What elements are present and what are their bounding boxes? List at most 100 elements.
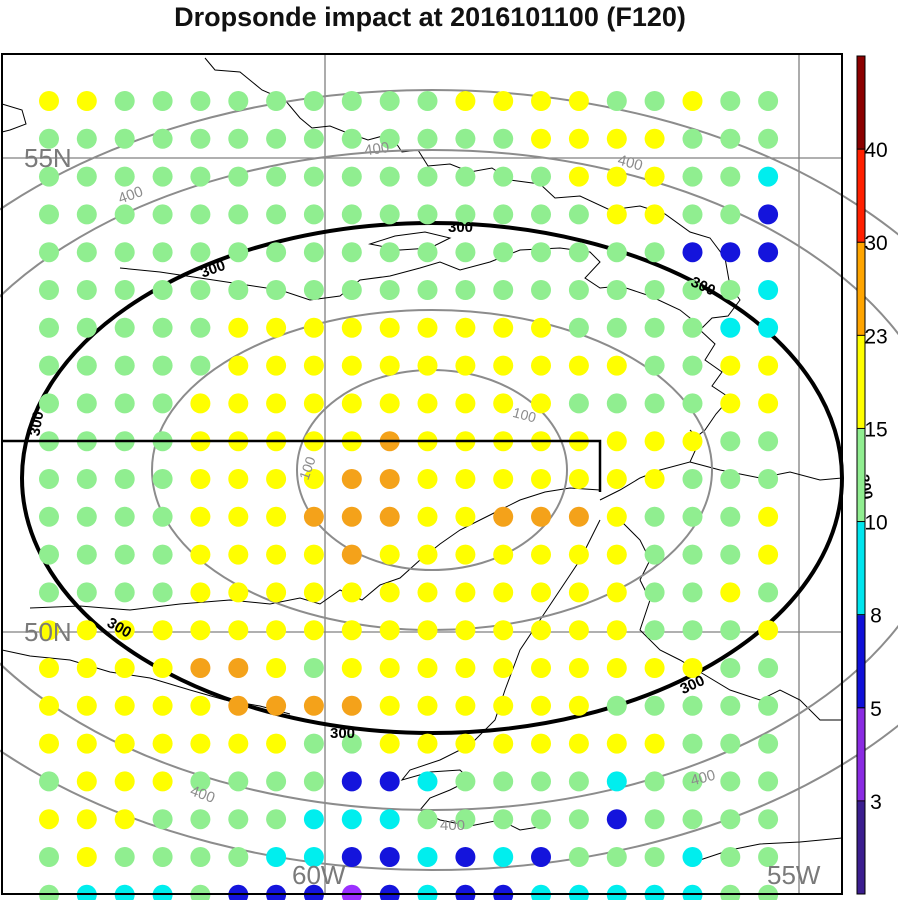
impact-dot [606, 355, 627, 376]
impact-dot [341, 658, 362, 678]
impact-dot [720, 431, 741, 452]
impact-dot [76, 771, 97, 792]
impact-dot [341, 847, 362, 867]
impact-dot [114, 582, 135, 603]
impact-dot [455, 317, 476, 338]
impact-dot [266, 582, 287, 603]
impact-dot [758, 544, 779, 565]
impact-dot [682, 695, 703, 716]
impact-dot [568, 242, 589, 263]
impact-dot [682, 469, 703, 489]
impact-dot [152, 355, 173, 376]
impact-dot [228, 355, 249, 376]
impact-dot [39, 620, 59, 641]
impact-dot [114, 733, 135, 754]
impact-dot [39, 91, 59, 111]
impact-dot [114, 469, 135, 489]
impact-dot [76, 166, 97, 187]
impact-dot [39, 317, 59, 338]
impact-dot [644, 658, 665, 678]
graticule-labels: 55N 50N 60W 55W [24, 143, 821, 890]
lat-label-55n: 55N [24, 143, 72, 173]
impact-dot [606, 506, 627, 527]
impact-dot [493, 847, 514, 867]
impact-dot [228, 393, 249, 414]
impact-dot [303, 242, 324, 263]
impact-dot [493, 658, 514, 678]
colorbar-tick-label: 3 [870, 791, 882, 814]
impact-dot [341, 695, 362, 716]
colorbar-segment [857, 707, 865, 802]
impact-dot [266, 884, 287, 900]
impact-dot [303, 91, 324, 111]
impact-dot [341, 317, 362, 338]
impact-dot [531, 582, 551, 603]
impact-dot [644, 695, 665, 716]
impact-dot [758, 658, 779, 678]
impact-dot [341, 582, 362, 603]
impact-dot [417, 695, 438, 716]
colorbar: 3 5 8 10 15 23 30 40 [856, 55, 888, 895]
impact-dot [152, 280, 173, 300]
impact-dot [114, 128, 135, 149]
impact-dot [76, 469, 97, 489]
impact-dot [682, 771, 703, 792]
colorbar-segment [857, 800, 865, 895]
impact-dot [379, 847, 400, 867]
lon-label-60w: 60W [292, 860, 346, 890]
impact-dot [39, 809, 59, 830]
impact-dot [644, 469, 665, 489]
impact-dot [568, 204, 589, 225]
impact-dot [568, 771, 589, 792]
impact-dot [568, 809, 589, 830]
impact-dot [303, 582, 324, 603]
impact-dot [341, 166, 362, 187]
impact-dot [493, 771, 514, 792]
impact-dot [76, 91, 97, 111]
impact-dot [341, 204, 362, 225]
impact-dot [758, 469, 779, 489]
impact-dot [682, 582, 703, 603]
impact-dot [758, 431, 779, 452]
impact-dot [758, 280, 779, 300]
impact-dot [720, 771, 741, 792]
impact-dot [379, 469, 400, 489]
map-plot-area: 300 300 300 300 300 300 300 300 100 100 … [0, 53, 898, 900]
impact-dot [644, 242, 665, 263]
impact-dot [190, 469, 211, 489]
impact-dot [266, 733, 287, 754]
impact-dot [190, 695, 211, 716]
impact-dot [303, 393, 324, 414]
impact-dot [76, 582, 97, 603]
impact-dot [720, 317, 741, 338]
impact-dot [341, 355, 362, 376]
impact-dot [266, 393, 287, 414]
impact-dot [568, 695, 589, 716]
contour-label-100-top: 100 [511, 404, 538, 426]
impact-dot [720, 393, 741, 414]
impact-dot [493, 204, 514, 225]
impact-dot [531, 242, 551, 263]
impact-dot [644, 544, 665, 565]
impact-dot [758, 166, 779, 187]
contour-label-300-w: 300 [26, 410, 47, 438]
impact-dot [341, 393, 362, 414]
impact-dot [493, 809, 514, 830]
impact-dot [39, 695, 59, 716]
impact-dot [152, 506, 173, 527]
impact-dot [303, 544, 324, 565]
impact-dot [758, 884, 779, 900]
impact-dot [76, 620, 97, 641]
impact-dot [190, 317, 211, 338]
contour-label-400-ne: 400 [616, 152, 645, 175]
impact-dot [720, 506, 741, 527]
impact-dot [341, 809, 362, 830]
impact-dot [682, 280, 703, 300]
impact-dot [493, 355, 514, 376]
coastline-nova-scotia [400, 519, 601, 831]
impact-dot [190, 884, 211, 900]
impact-dot [266, 204, 287, 225]
impact-dot [266, 91, 287, 111]
impact-dot [303, 884, 324, 900]
